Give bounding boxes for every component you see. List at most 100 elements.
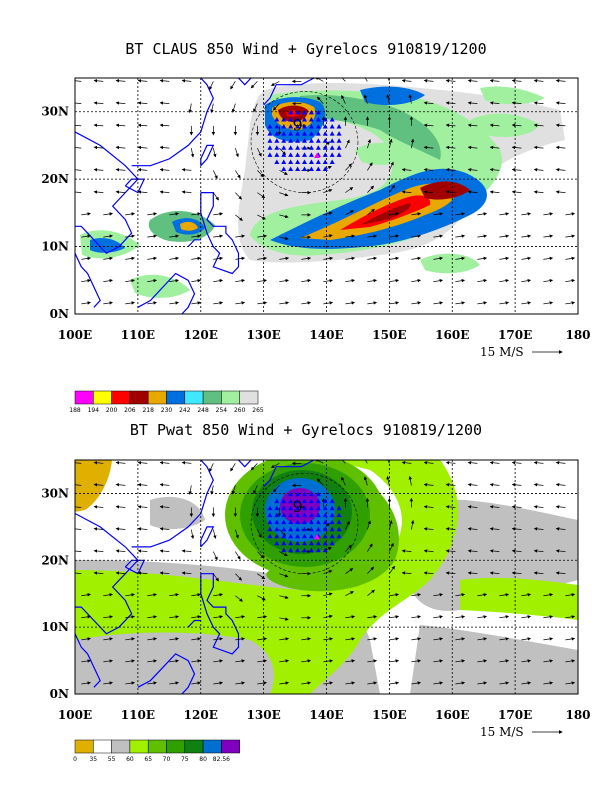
- wind-vector: [93, 79, 104, 83]
- gyre-triangle: [295, 159, 301, 164]
- gyre-triangle: [315, 505, 321, 511]
- gyre-triangle: [281, 138, 287, 143]
- wind-vector: [511, 168, 522, 172]
- wind-vector: [257, 170, 264, 178]
- wind-vector: [75, 483, 82, 487]
- gyre-triangle: [301, 159, 307, 164]
- wind-vector: [169, 637, 180, 641]
- wind-vector: [511, 549, 522, 553]
- wind-vector: [235, 573, 242, 581]
- coastline: [200, 144, 215, 167]
- colorbar-label: 70: [163, 756, 171, 763]
- gyre-triangle: [288, 519, 294, 525]
- wind-vector: [279, 301, 290, 305]
- gyre-triangle: [308, 526, 314, 532]
- wind-vector: [386, 476, 390, 486]
- wind-vector: [445, 145, 456, 150]
- gyre-triangle: [315, 547, 321, 553]
- gyre-triangle: [308, 124, 314, 129]
- gyre-triangle: [281, 166, 287, 172]
- gyre-triangle: [315, 145, 321, 150]
- wind-vector: [489, 101, 500, 105]
- wind-vector: [81, 593, 91, 597]
- gyre-triangle: [301, 166, 307, 172]
- wind-vector: [555, 145, 566, 150]
- wind-vector: [389, 234, 400, 238]
- wind-vector: [279, 659, 290, 663]
- gyre-triangle: [281, 526, 287, 532]
- wind-vector: [159, 145, 170, 150]
- wind-vector: [75, 79, 82, 83]
- wind-vector: [279, 192, 289, 197]
- panel1-wind-vectors: [75, 78, 576, 305]
- wind-vector: [455, 278, 466, 283]
- wind-vector: [181, 571, 192, 575]
- wind-vector: [543, 615, 554, 619]
- wind-vector: [270, 463, 280, 468]
- wind-vector: [565, 593, 576, 597]
- wind-vector: [445, 168, 456, 172]
- wind-vector: [555, 168, 566, 172]
- wind-vector: [81, 659, 91, 663]
- wind-vector: [345, 301, 356, 305]
- wind-vector: [147, 659, 157, 663]
- y-tick-label: 10N: [41, 240, 69, 254]
- colorbars: 188 194 200 206 218 230 242 248 254 260 265 0 35 55 60…: [69, 390, 264, 763]
- wind-vector: [411, 593, 422, 597]
- wind-vector: [345, 615, 356, 619]
- wind-vector: [389, 301, 400, 305]
- wind-vector: [499, 278, 510, 283]
- wind-vector: [257, 595, 266, 601]
- gyre-triangle: [288, 131, 294, 136]
- wind-vector: [115, 145, 126, 150]
- y-tick-label: 10N: [41, 620, 69, 634]
- wind-vector: [389, 138, 393, 149]
- y-tick-label: 0N: [50, 307, 69, 321]
- wind-vector: [455, 615, 466, 619]
- wind-vector: [521, 234, 532, 238]
- gyre-triangle: [301, 145, 307, 150]
- wind-vector: [93, 101, 104, 105]
- wind-vector: [389, 637, 400, 641]
- gyre-triangle: [329, 512, 335, 518]
- gyre-triangle: [288, 145, 294, 150]
- wind-vector: [423, 145, 434, 150]
- coastline: [137, 272, 196, 314]
- wind-vector: [235, 278, 246, 283]
- gyre-triangle: [295, 498, 301, 504]
- wind-vector: [345, 544, 353, 552]
- x-tick-label: 140E: [309, 328, 343, 342]
- colorbar-label: 82.56: [213, 756, 230, 763]
- gyre-triangle: [295, 512, 301, 518]
- wind-vector: [389, 659, 400, 663]
- gyre-triangle: [267, 131, 273, 136]
- wind-vector: [533, 190, 544, 194]
- wind-vector: [565, 681, 576, 685]
- wind-vector: [489, 79, 500, 83]
- wind-vector: [279, 681, 290, 685]
- gyre-triangle: [274, 505, 280, 511]
- wind-vector: [115, 123, 126, 127]
- wind-vector: [279, 278, 290, 283]
- colorbar-label: 242: [179, 407, 191, 414]
- wind-vector: [445, 571, 456, 575]
- wind-vector: [411, 212, 422, 216]
- wind-vector: [477, 637, 488, 641]
- gyre-triangle: [281, 540, 287, 546]
- gyre-triangle: [308, 491, 314, 497]
- wind-vector: [159, 79, 170, 83]
- gyre-triangle: [295, 491, 301, 497]
- wind-vector: [363, 94, 368, 104]
- gyre-triangle: [308, 116, 314, 122]
- gyre-triangle: [301, 131, 307, 136]
- wind-vector: [115, 549, 126, 553]
- wind-vector: [367, 208, 375, 216]
- wind-vector: [401, 168, 412, 172]
- wind-vector: [231, 485, 236, 495]
- colorbar-swatch: [147, 390, 167, 405]
- gyre-triangle: [322, 166, 328, 172]
- gyre-triangle: [301, 491, 307, 497]
- wind-vector: [499, 659, 510, 663]
- wind-vector: [137, 123, 148, 127]
- gyre-triangle: [322, 526, 328, 532]
